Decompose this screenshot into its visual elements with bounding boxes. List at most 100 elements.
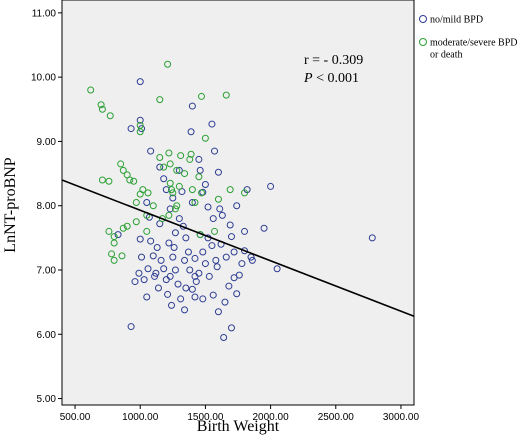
point-no-mild-bpd	[230, 248, 238, 256]
point-no-mild-bpd	[188, 102, 196, 110]
point-no-mild-bpd	[136, 116, 144, 124]
y-tick-label: 6.00	[37, 330, 57, 341]
point-moderate-severe-bpd	[156, 96, 164, 104]
point-moderate-severe-bpd	[222, 91, 230, 99]
point-moderate-severe-bpd	[166, 160, 174, 168]
point-no-mild-bpd	[165, 239, 173, 247]
point-no-mild-bpd	[182, 234, 190, 242]
point-no-mild-bpd	[221, 298, 229, 306]
point-no-mild-bpd	[187, 128, 195, 136]
stat-annotation: r = - 0.309 P < 0.001	[303, 53, 363, 86]
point-moderate-severe-bpd	[123, 222, 131, 230]
point-no-mild-bpd	[209, 291, 217, 299]
point-no-mild-bpd	[212, 256, 220, 264]
point-no-mild-bpd	[162, 186, 170, 194]
point-moderate-severe-bpd	[165, 149, 173, 157]
x-tick-label: 2000.00	[253, 412, 290, 423]
point-moderate-severe-bpd	[191, 199, 199, 206]
point-no-mild-bpd	[175, 166, 183, 174]
y-tick-label: 10.00	[31, 73, 56, 84]
point-no-mild-bpd	[205, 272, 213, 280]
point-no-mild-bpd	[166, 205, 174, 213]
point-moderate-severe-bpd	[119, 166, 127, 174]
point-no-mild-bpd	[201, 260, 209, 268]
y-tick-label: 11.00	[32, 8, 57, 19]
point-no-mild-bpd	[135, 269, 143, 277]
point-moderate-severe-bpd	[171, 205, 179, 213]
point-moderate-severe-bpd	[168, 186, 176, 194]
point-no-mild-bpd	[191, 254, 199, 262]
point-moderate-severe-bpd	[143, 227, 151, 235]
point-no-mild-bpd	[216, 205, 224, 213]
point-moderate-severe-bpd	[175, 182, 183, 190]
point-no-mild-bpd	[144, 265, 152, 273]
point-moderate-severe-bpd	[119, 224, 127, 232]
x-axis-title: Birth Weight	[197, 418, 280, 435]
point-moderate-severe-bpd	[195, 173, 203, 181]
point-no-mild-bpd	[152, 269, 160, 277]
point-no-mild-bpd	[138, 125, 146, 133]
point-no-mild-bpd	[143, 199, 151, 206]
legend-marker	[419, 15, 427, 23]
data-points	[87, 60, 376, 341]
y-tick-label: 9.00	[37, 137, 57, 148]
point-moderate-severe-bpd	[187, 150, 195, 158]
point-moderate-severe-bpd	[130, 177, 138, 185]
x-tick-label: 3000.00	[383, 412, 420, 423]
point-moderate-severe-bpd	[181, 170, 189, 178]
point-moderate-severe-bpd	[177, 152, 185, 160]
point-no-mild-bpd	[208, 120, 216, 128]
point-no-mild-bpd	[171, 266, 179, 274]
p-value: < 0.001	[313, 71, 359, 86]
point-no-mild-bpd	[157, 256, 165, 264]
point-no-mild-bpd	[227, 324, 235, 332]
point-moderate-severe-bpd	[197, 189, 205, 197]
point-no-mild-bpd	[175, 215, 183, 223]
p-value-text: P < 0.001	[303, 71, 359, 86]
point-no-mild-bpd	[188, 199, 196, 206]
x-tick-label: 1500.00	[187, 412, 224, 423]
point-no-mild-bpd	[230, 274, 238, 282]
point-moderate-severe-bpd	[106, 112, 114, 120]
point-moderate-severe-bpd	[97, 101, 105, 109]
point-no-mild-bpd	[174, 280, 182, 288]
legend-label: or death	[430, 50, 463, 61]
p-symbol: P	[303, 71, 313, 86]
point-no-mild-bpd	[227, 233, 235, 241]
point-no-mild-bpd	[154, 284, 162, 292]
point-moderate-severe-bpd	[136, 190, 144, 198]
point-no-mild-bpd	[191, 293, 199, 301]
point-no-mild-bpd	[177, 295, 185, 303]
point-no-mild-bpd	[169, 194, 177, 202]
point-moderate-severe-bpd	[201, 134, 209, 142]
point-no-mild-bpd	[201, 181, 209, 188]
point-no-mild-bpd	[147, 237, 155, 245]
point-no-mild-bpd	[182, 284, 190, 292]
point-no-mild-bpd	[164, 290, 172, 298]
point-moderate-severe-bpd	[108, 250, 116, 258]
point-moderate-severe-bpd	[173, 166, 181, 174]
point-no-mild-bpd	[171, 229, 179, 237]
point-moderate-severe-bpd	[158, 215, 166, 223]
point-moderate-severe-bpd	[149, 202, 157, 210]
legend-label: moderate/severe BPD	[430, 38, 517, 49]
point-no-mild-bpd	[138, 253, 146, 261]
point-moderate-severe-bpd	[117, 160, 125, 168]
x-tick-label: 1000.00	[122, 412, 159, 423]
point-no-mild-bpd	[214, 168, 222, 176]
point-moderate-severe-bpd	[98, 105, 106, 113]
legend-label: no/mild BPD	[430, 15, 483, 26]
point-moderate-severe-bpd	[110, 256, 118, 264]
point-no-mild-bpd	[199, 295, 207, 303]
correlation-text: r = - 0.309	[304, 53, 363, 68]
point-moderate-severe-bpd	[136, 128, 144, 136]
point-no-mild-bpd	[181, 256, 189, 264]
point-no-mild-bpd	[222, 253, 230, 261]
point-no-mild-bpd	[213, 263, 221, 271]
point-moderate-severe-bpd	[226, 186, 234, 194]
point-moderate-severe-bpd	[211, 227, 219, 235]
point-no-mild-bpd	[218, 211, 226, 219]
point-moderate-severe-bpd	[105, 227, 113, 235]
point-no-mild-bpd	[136, 78, 144, 86]
